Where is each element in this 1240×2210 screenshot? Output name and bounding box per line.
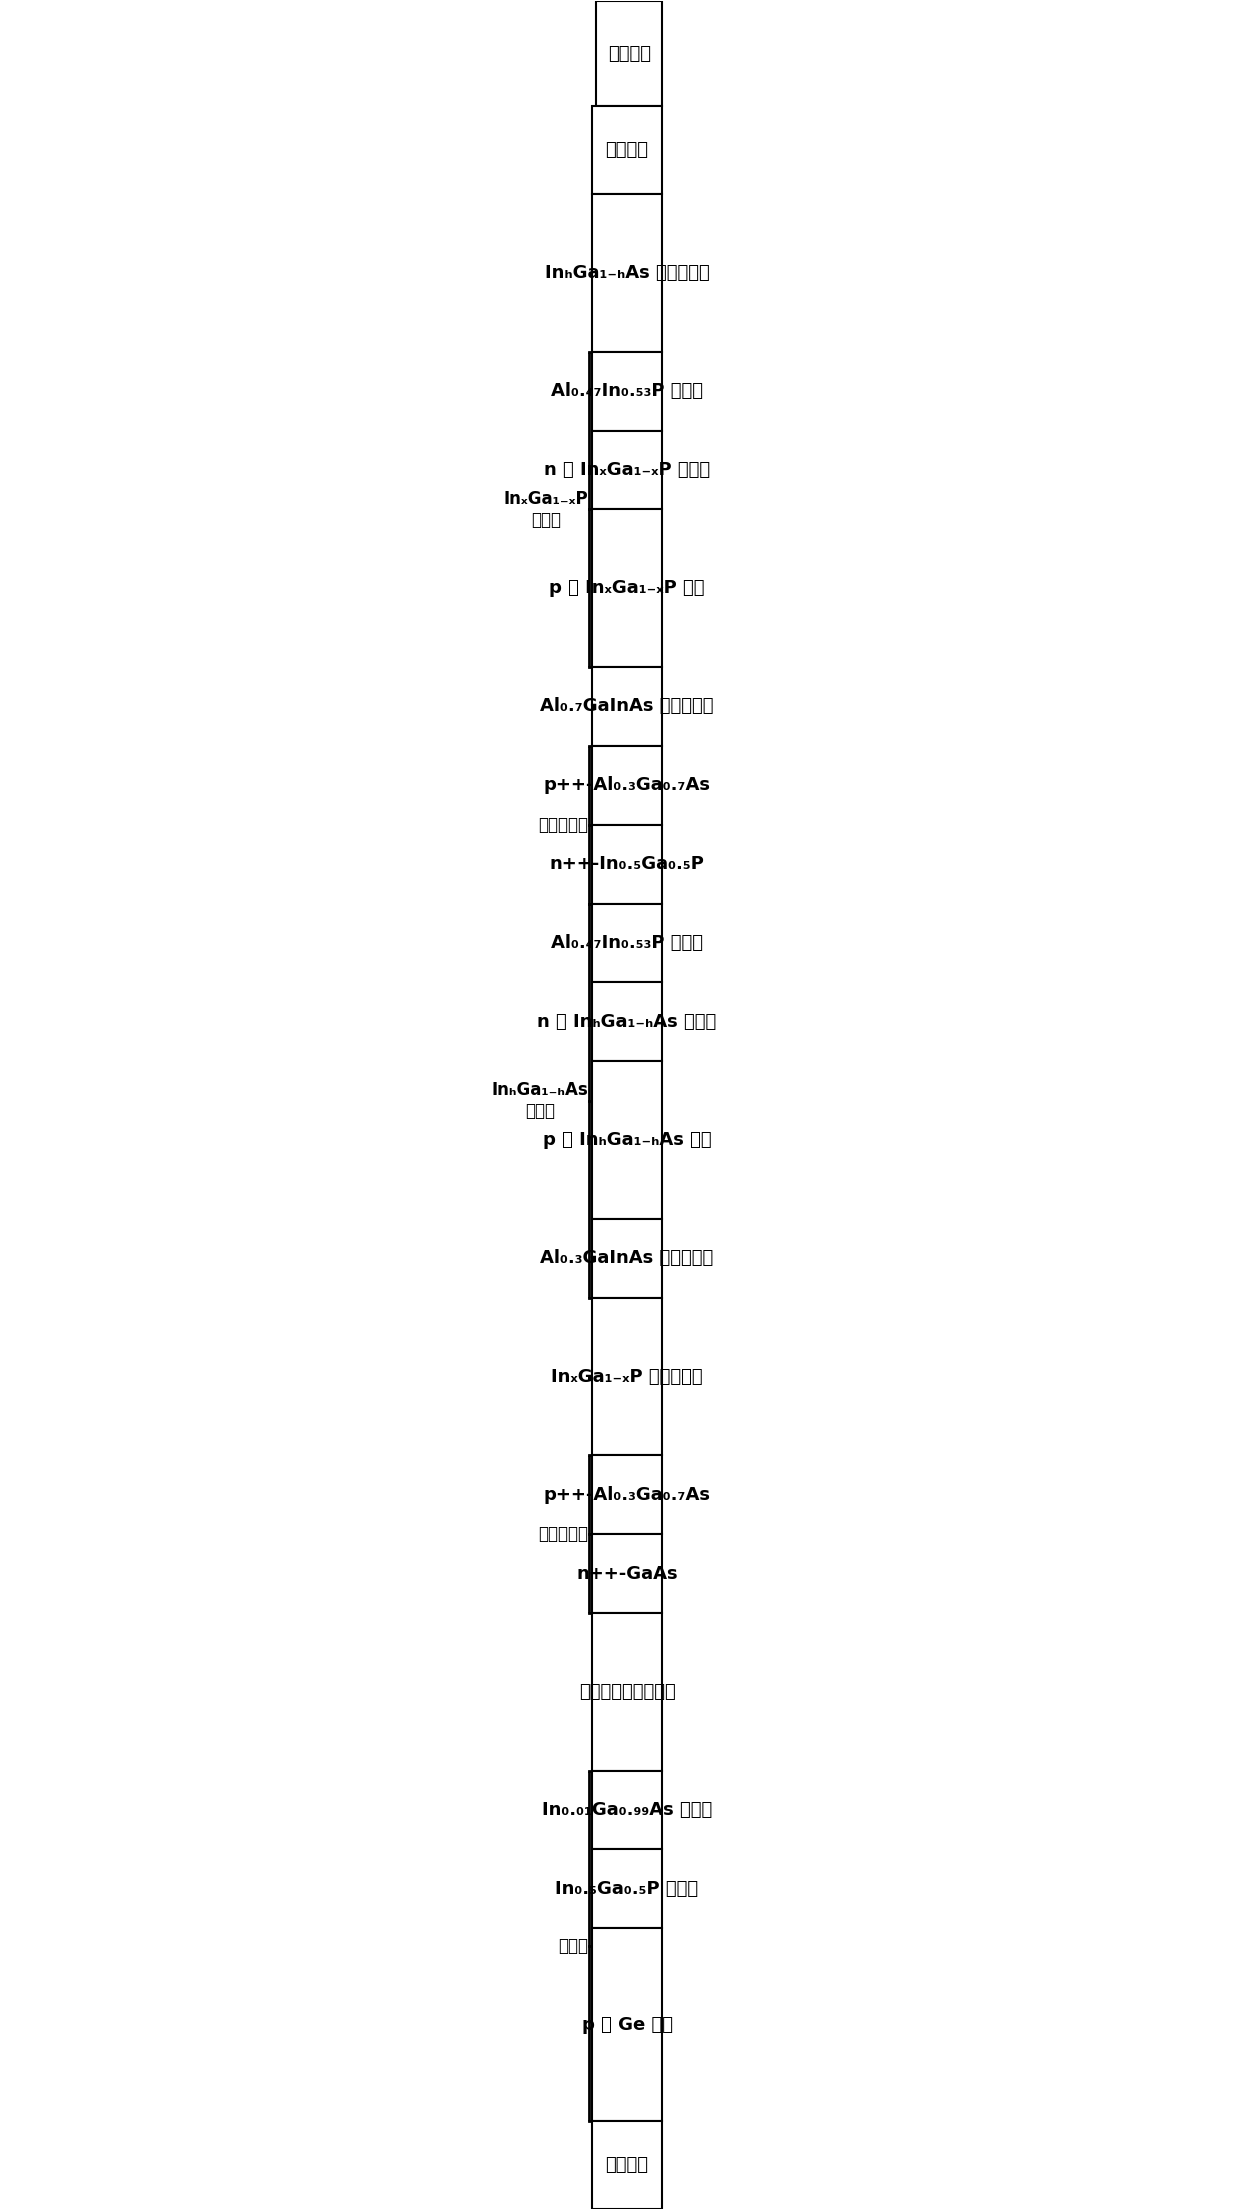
Text: Al₀.₇GaInAs 背面反射场: Al₀.₇GaInAs 背面反射场 (541, 698, 714, 716)
FancyBboxPatch shape (591, 1850, 662, 1929)
Text: Al₀.₃GaInAs 背面反射场: Al₀.₃GaInAs 背面反射场 (541, 1249, 714, 1266)
Text: 背面电极: 背面电极 (605, 2155, 649, 2175)
FancyBboxPatch shape (591, 1297, 662, 1456)
Text: 底电池: 底电池 (558, 1936, 589, 1956)
FancyBboxPatch shape (591, 1770, 662, 1850)
Text: n 型 InₕGa₁₋ₕAs 发射区: n 型 InₕGa₁₋ₕAs 发射区 (537, 1012, 717, 1030)
Text: Al₀.₄₇In₀.₅₃P 窗口层: Al₀.₄₇In₀.₅₃P 窗口层 (551, 935, 703, 953)
Text: p 型 InₓGa₁₋ₓP 基区: p 型 InₓGa₁₋ₓP 基区 (549, 579, 704, 597)
Text: p++-Al₀.₃Ga₀.₇As: p++-Al₀.₃Ga₀.₇As (543, 1485, 711, 1503)
FancyBboxPatch shape (591, 904, 662, 983)
Text: 正面电极: 正面电极 (605, 141, 649, 159)
FancyBboxPatch shape (591, 431, 662, 508)
FancyBboxPatch shape (591, 1929, 662, 2122)
Text: 分布式布拉格反射镜: 分布式布拉格反射镜 (579, 1682, 676, 1702)
Text: n 型 InₓGa₁₋ₓP 发射区: n 型 InₓGa₁₋ₓP 发射区 (544, 462, 711, 480)
Text: n++-In₀.₅Ga₀.₅P: n++-In₀.₅Ga₀.₅P (549, 855, 704, 873)
Text: Al₀.₄₇In₀.₅₃P 窗口层: Al₀.₄₇In₀.₅₃P 窗口层 (551, 382, 703, 400)
FancyBboxPatch shape (591, 1613, 662, 1770)
Text: InₓGa₁₋ₓP 渐变缓冲层: InₓGa₁₋ₓP 渐变缓冲层 (552, 1368, 703, 1386)
Text: 第一隧道结: 第一隧道结 (538, 1525, 589, 1543)
Text: InₕGa₁₋ₕAs
中电池: InₕGa₁₋ₕAs 中电池 (492, 1081, 589, 1120)
Text: 第二隧道结: 第二隧道结 (538, 815, 589, 833)
FancyBboxPatch shape (591, 983, 662, 1061)
Text: InₓGa₁₋ₓP
顶电池: InₓGa₁₋ₓP 顶电池 (503, 491, 589, 528)
Text: In₀.₅Ga₀.₅P 成核层: In₀.₅Ga₀.₅P 成核层 (556, 1881, 698, 1898)
FancyBboxPatch shape (591, 747, 662, 824)
Text: p++-Al₀.₃Ga₀.₇As: p++-Al₀.₃Ga₀.₇As (543, 776, 711, 793)
FancyBboxPatch shape (591, 824, 662, 904)
FancyBboxPatch shape (591, 106, 662, 194)
Text: In₀.₀₁Ga₀.₉₉As 缓冲层: In₀.₀₁Ga₀.₉₉As 缓冲层 (542, 1801, 712, 1819)
FancyBboxPatch shape (591, 667, 662, 747)
Text: InₕGa₁₋ₕAs 欧姆接触层: InₕGa₁₋ₕAs 欧姆接触层 (544, 263, 709, 283)
FancyBboxPatch shape (596, 2, 662, 106)
FancyBboxPatch shape (591, 194, 662, 351)
FancyBboxPatch shape (591, 1456, 662, 1534)
FancyBboxPatch shape (591, 2122, 662, 2208)
Text: p 型 InₕGa₁₋ₕAs 基区: p 型 InₕGa₁₋ₕAs 基区 (543, 1132, 712, 1149)
FancyBboxPatch shape (591, 508, 662, 667)
FancyBboxPatch shape (591, 1061, 662, 1220)
Text: 减反射膜: 减反射膜 (608, 44, 651, 62)
Text: n++-GaAs: n++-GaAs (577, 1565, 678, 1582)
FancyBboxPatch shape (591, 1220, 662, 1297)
FancyBboxPatch shape (591, 351, 662, 431)
FancyBboxPatch shape (591, 1534, 662, 1613)
Text: p 型 Ge 衬底: p 型 Ge 衬底 (582, 2016, 672, 2033)
